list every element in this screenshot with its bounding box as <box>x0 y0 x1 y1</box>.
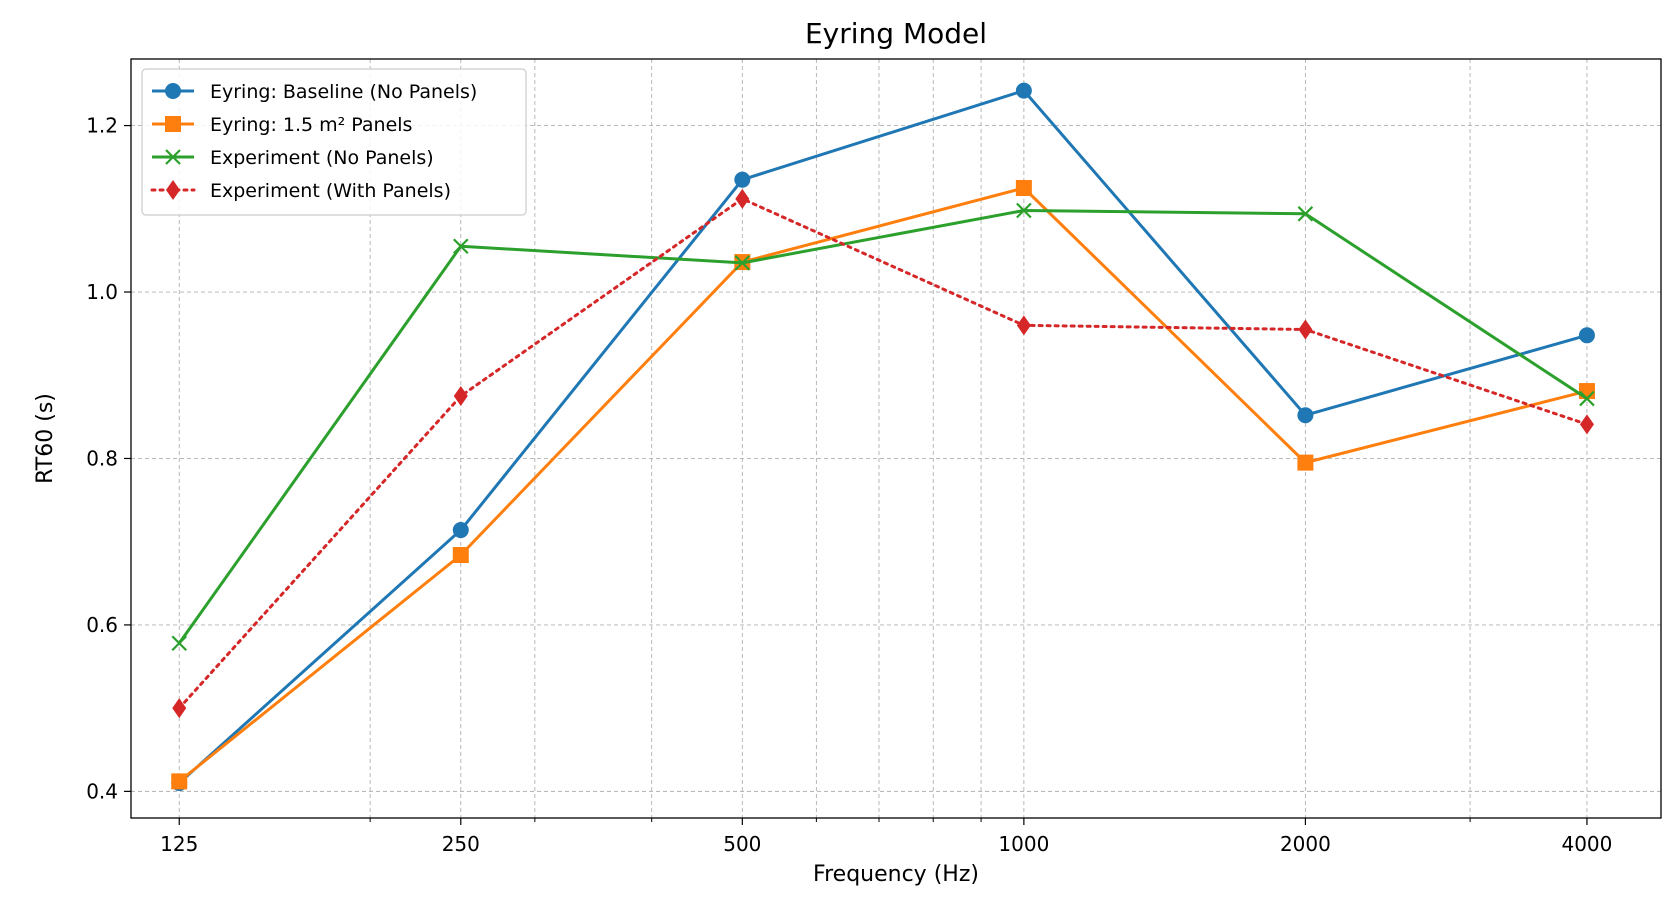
x-tick-label: 2000 <box>1280 832 1331 856</box>
data-point <box>1016 202 1032 219</box>
series-4 <box>172 188 1594 719</box>
series-3 <box>171 202 1595 652</box>
axis-ticks: 125 250 500 1000 2000 4000 0.4 0.6 0.8 1.0 1.2 <box>86 114 1612 856</box>
series-line <box>178 208 1588 645</box>
y-tick-label: 0.4 <box>86 779 118 803</box>
y-tick-label: 1.0 <box>86 280 118 304</box>
legend-marker <box>165 149 181 165</box>
x-tick-label: 1000 <box>998 832 1049 856</box>
x-tick-label: 500 <box>723 832 761 856</box>
y-tick-label: 0.8 <box>86 446 118 470</box>
data-point <box>453 238 469 255</box>
data-point <box>1297 454 1314 471</box>
data-point <box>452 547 469 564</box>
plot-area-frame <box>130 58 1662 819</box>
data-point <box>1579 390 1595 407</box>
x-tick-label: 250 <box>442 832 480 856</box>
data-point <box>1298 319 1313 340</box>
series-group <box>171 82 1595 792</box>
data-point <box>1578 327 1595 344</box>
data-point <box>735 188 750 209</box>
legend-marker <box>165 116 181 132</box>
series-line <box>177 197 1589 710</box>
legend-label: Experiment (No Panels) <box>210 147 434 169</box>
data-point <box>453 386 468 407</box>
data-point <box>734 255 751 271</box>
data-point <box>734 171 751 188</box>
data-point <box>452 522 469 539</box>
legend-label: Eyring: Baseline (No Panels) <box>210 81 477 103</box>
data-point <box>1015 82 1032 99</box>
legend-label: Experiment (With Panels) <box>210 180 451 202</box>
series-line <box>178 186 1588 783</box>
data-point <box>1297 407 1314 424</box>
series-2 <box>171 179 1595 790</box>
data-point <box>1015 179 1032 196</box>
series-line <box>178 89 1588 785</box>
data-point <box>1297 206 1314 222</box>
legend-marker <box>165 83 181 99</box>
legend-frame <box>141 68 527 216</box>
data-point <box>171 635 188 652</box>
data-point <box>1016 315 1031 336</box>
legend-item: Experiment (With Panels) <box>150 180 451 202</box>
chart-title: Eyring Model <box>805 17 987 50</box>
x-tick-label: 125 <box>160 832 198 856</box>
x-axis-label: Frequency (Hz) <box>813 862 979 887</box>
data-point <box>172 698 187 719</box>
y-tick-label: 0.6 <box>86 613 118 637</box>
data-point <box>171 773 188 790</box>
legend-item: Eyring: 1.5 m² Panels <box>152 114 412 136</box>
legend-label: Eyring: 1.5 m² Panels <box>210 114 412 136</box>
x-tick-label: 4000 <box>1561 832 1612 856</box>
legend: Eyring: Baseline (No Panels) Eyring: 1.5 … <box>141 68 527 216</box>
y-tick-label: 1.2 <box>86 114 118 138</box>
y-axis-label: RT60 (s) <box>33 393 58 484</box>
data-point <box>1579 414 1594 435</box>
legend-item: Experiment (No Panels) <box>152 147 434 169</box>
legend-marker <box>166 180 180 200</box>
legend-item: Eyring: Baseline (No Panels) <box>152 81 477 103</box>
